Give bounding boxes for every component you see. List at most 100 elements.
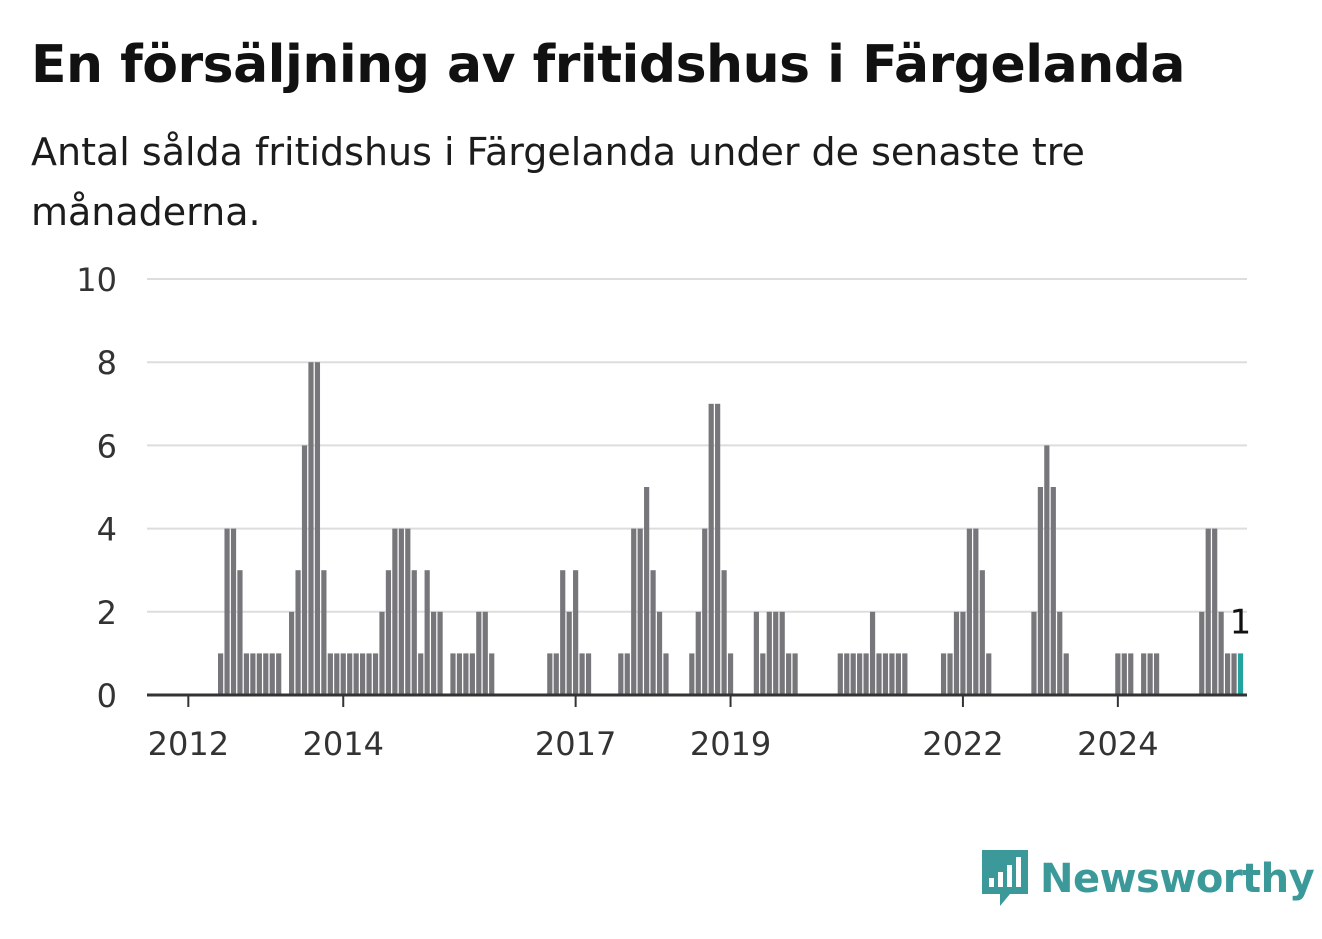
x-tick-label: 2012: [148, 725, 229, 763]
bar: [392, 528, 398, 695]
bar: [295, 570, 301, 695]
bar: [1224, 653, 1231, 695]
bar: [456, 653, 463, 695]
bar: [1199, 611, 1205, 695]
bar: [857, 653, 863, 695]
bar: [1063, 653, 1069, 695]
bar: [1121, 653, 1127, 695]
bar-highlight: [1237, 653, 1244, 695]
x-tick-label: 2019: [690, 725, 771, 763]
bar: [1031, 611, 1037, 695]
bar: [882, 653, 889, 695]
y-tick-label: 2: [97, 594, 117, 632]
bar: [689, 653, 695, 695]
bar: [979, 570, 985, 695]
bar: [953, 611, 960, 695]
bar: [263, 653, 269, 695]
bar: [566, 611, 572, 695]
bar: [940, 653, 947, 695]
bar: [850, 653, 856, 695]
bar: [398, 528, 404, 695]
bar: [973, 528, 979, 695]
bar: [695, 611, 701, 695]
bar: [663, 653, 669, 695]
bar: [624, 653, 630, 695]
x-tick-label: 2017: [535, 725, 616, 763]
bar: [618, 653, 624, 695]
bar: [876, 653, 882, 695]
bars: [218, 362, 1244, 695]
bar: [1057, 611, 1063, 695]
bar: [553, 653, 559, 695]
chart-title: En försäljning av fritidshus i Färgeland…: [31, 35, 1186, 95]
bar: [411, 570, 417, 695]
bar: [773, 611, 779, 695]
bar: [869, 611, 876, 695]
bar: [314, 362, 321, 695]
bar: [792, 653, 798, 695]
bar: [431, 611, 437, 695]
brand-name: Newsworthy: [1040, 856, 1315, 902]
bar: [1218, 611, 1224, 695]
bar: [301, 445, 308, 695]
bar: [721, 570, 727, 695]
bar: [837, 653, 843, 695]
bar: [715, 403, 721, 695]
bar: [224, 528, 230, 695]
gridlines: [147, 278, 1247, 613]
bar: [1128, 653, 1134, 695]
y-tick-label: 4: [97, 511, 117, 549]
bar: [276, 653, 282, 695]
bar: [334, 653, 340, 695]
bar: [1231, 653, 1237, 695]
bar: [476, 611, 482, 695]
data-label: 1: [1230, 602, 1252, 642]
bar: [418, 653, 424, 695]
bar: [585, 653, 592, 695]
bar: [902, 653, 908, 695]
bar: [1205, 528, 1211, 695]
y-tick-label: 6: [97, 427, 117, 465]
chart-subtitle: Antal sålda fritidshus i Färgelanda unde…: [31, 130, 1085, 234]
bar: [243, 653, 250, 695]
bar: [385, 570, 392, 695]
bar: [637, 528, 643, 695]
bar: [1044, 445, 1050, 695]
bar: [366, 653, 372, 695]
bar: [353, 653, 359, 695]
bar: [547, 653, 553, 695]
bar: [863, 653, 869, 695]
bar: [708, 403, 714, 695]
bar: [327, 653, 333, 695]
bar: [250, 653, 256, 695]
bar: [573, 570, 579, 695]
y-tick-label: 0: [97, 677, 117, 715]
x-tick-label: 2022: [922, 725, 1003, 763]
bar: [644, 487, 650, 695]
bar: [753, 611, 759, 695]
bar: [760, 653, 766, 695]
bar: [360, 653, 366, 695]
bar: [766, 611, 772, 695]
y-tick-label: 10: [76, 261, 117, 299]
bar: [321, 570, 327, 695]
bar: [786, 653, 792, 695]
bar: [237, 570, 243, 695]
newsworthy-logo-icon: [982, 850, 1028, 906]
bar: [405, 528, 411, 695]
bar: [560, 570, 566, 695]
bar: [656, 611, 663, 695]
x-tick-label: 2024: [1077, 725, 1158, 763]
bar: [895, 653, 901, 695]
bar: [966, 528, 972, 695]
bar: [844, 653, 850, 695]
bar: [702, 528, 708, 695]
bar: [230, 528, 237, 695]
bar: [289, 611, 295, 695]
bar: [372, 653, 379, 695]
bar: [1212, 528, 1218, 695]
bar: [650, 570, 656, 695]
bar: [1050, 487, 1056, 695]
bar: [1141, 653, 1147, 695]
